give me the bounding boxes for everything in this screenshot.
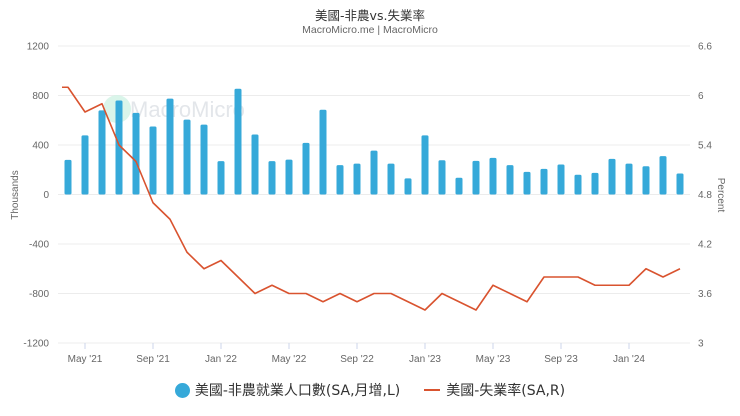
bar[interactable] <box>676 173 684 195</box>
bar[interactable] <box>591 172 599 195</box>
x-tick-label: Jan '24 <box>613 354 645 365</box>
y-right-tick-label: 3.6 <box>698 289 712 300</box>
y-left-tick-label: 800 <box>32 91 49 102</box>
svg-text:MacroMicro: MacroMicro <box>130 97 245 122</box>
y-left-tick-label: 1200 <box>27 42 50 53</box>
bar[interactable] <box>268 161 276 195</box>
bar[interactable] <box>370 150 378 195</box>
bar[interactable] <box>98 110 106 195</box>
y-left-tick-label: 400 <box>32 141 49 152</box>
bar[interactable] <box>319 109 327 195</box>
y-axis-left: 1200 800 400 0 -400 -800 -1200 <box>23 42 49 350</box>
bar[interactable] <box>149 126 157 195</box>
bar[interactable] <box>234 88 242 195</box>
x-tick-label: Sep '21 <box>136 354 170 365</box>
bar[interactable] <box>557 164 565 195</box>
bar[interactable] <box>217 161 225 195</box>
bar[interactable] <box>336 165 344 195</box>
watermark: MacroMicro <box>103 95 245 123</box>
bar[interactable] <box>608 158 616 195</box>
bar[interactable] <box>81 135 89 195</box>
y-right-tick-label: 5.4 <box>698 141 712 152</box>
y-axis-right-title: Percent <box>715 178 726 213</box>
x-axis: May '21 Sep '21 Jan '22 May '22 Sep '22 Jan '… <box>68 343 645 365</box>
y-left-tick-label: -800 <box>29 289 49 300</box>
bar[interactable] <box>200 124 208 195</box>
bar[interactable] <box>438 160 446 195</box>
bar[interactable] <box>115 100 123 195</box>
y-right-tick-label: 3 <box>698 339 704 350</box>
y-left-tick-label: -1200 <box>23 339 49 350</box>
bar[interactable] <box>523 171 531 195</box>
bar[interactable] <box>421 135 429 195</box>
bar[interactable] <box>302 142 310 195</box>
x-tick-label: Sep '22 <box>340 354 374 365</box>
line-marker-icon <box>424 389 441 391</box>
x-tick-label: Jan '22 <box>205 354 237 365</box>
x-tick-label: May '21 <box>68 354 103 365</box>
x-tick-label: May '23 <box>476 354 511 365</box>
bar[interactable] <box>642 166 650 195</box>
bar[interactable] <box>166 98 174 195</box>
bar[interactable] <box>251 134 259 195</box>
x-tick-label: Jan '23 <box>409 354 441 365</box>
unemployment-line[interactable] <box>62 86 681 311</box>
chart-title: 美國-非農vs.失業率 <box>315 8 425 23</box>
x-tick-label: Sep '23 <box>544 354 578 365</box>
bar[interactable] <box>64 159 72 195</box>
y-left-tick-label: -400 <box>29 240 49 251</box>
y-axis-left-title: Thousands <box>10 170 21 219</box>
bar[interactable] <box>455 177 463 195</box>
bar[interactable] <box>489 157 497 195</box>
bar[interactable] <box>506 165 514 195</box>
bar[interactable] <box>574 174 582 195</box>
legend: 美國-非農就業人口數(SA,月增,L) 美國-失業率(SA,R) <box>0 380 740 400</box>
bar[interactable] <box>540 168 548 195</box>
line-series[interactable] <box>62 86 681 311</box>
legend-item-nonfarm[interactable]: 美國-非農就業人口數(SA,月增,L) <box>174 380 401 400</box>
y-right-tick-label: 6 <box>698 91 704 102</box>
bar-series[interactable] <box>64 88 684 195</box>
legend-label-unemployment: 美國-失業率(SA,R) <box>446 383 566 399</box>
bar[interactable] <box>472 160 480 195</box>
x-tick-label: May '22 <box>272 354 307 365</box>
bar[interactable] <box>353 163 361 195</box>
y-right-tick-label: 6.6 <box>698 42 712 53</box>
bar[interactable] <box>404 178 412 195</box>
y-axis-right: 6.6 6 5.4 4.8 4.2 3.6 3 <box>698 42 712 350</box>
y-right-tick-label: 4.2 <box>698 240 712 251</box>
y-left-tick-label: 0 <box>43 190 49 201</box>
bar[interactable] <box>183 119 191 195</box>
y-right-tick-label: 4.8 <box>698 190 712 201</box>
legend-label-nonfarm: 美國-非農就業人口數(SA,月增,L) <box>194 383 401 399</box>
bar[interactable] <box>132 112 140 195</box>
bar[interactable] <box>659 156 667 195</box>
bar[interactable] <box>387 163 395 195</box>
bar[interactable] <box>625 163 633 195</box>
legend-item-unemployment[interactable]: 美國-失業率(SA,R) <box>424 380 565 400</box>
circle-marker-icon <box>174 382 190 398</box>
chart-subtitle: MacroMicro.me | MacroMicro <box>302 24 438 36</box>
bar[interactable] <box>285 159 293 195</box>
